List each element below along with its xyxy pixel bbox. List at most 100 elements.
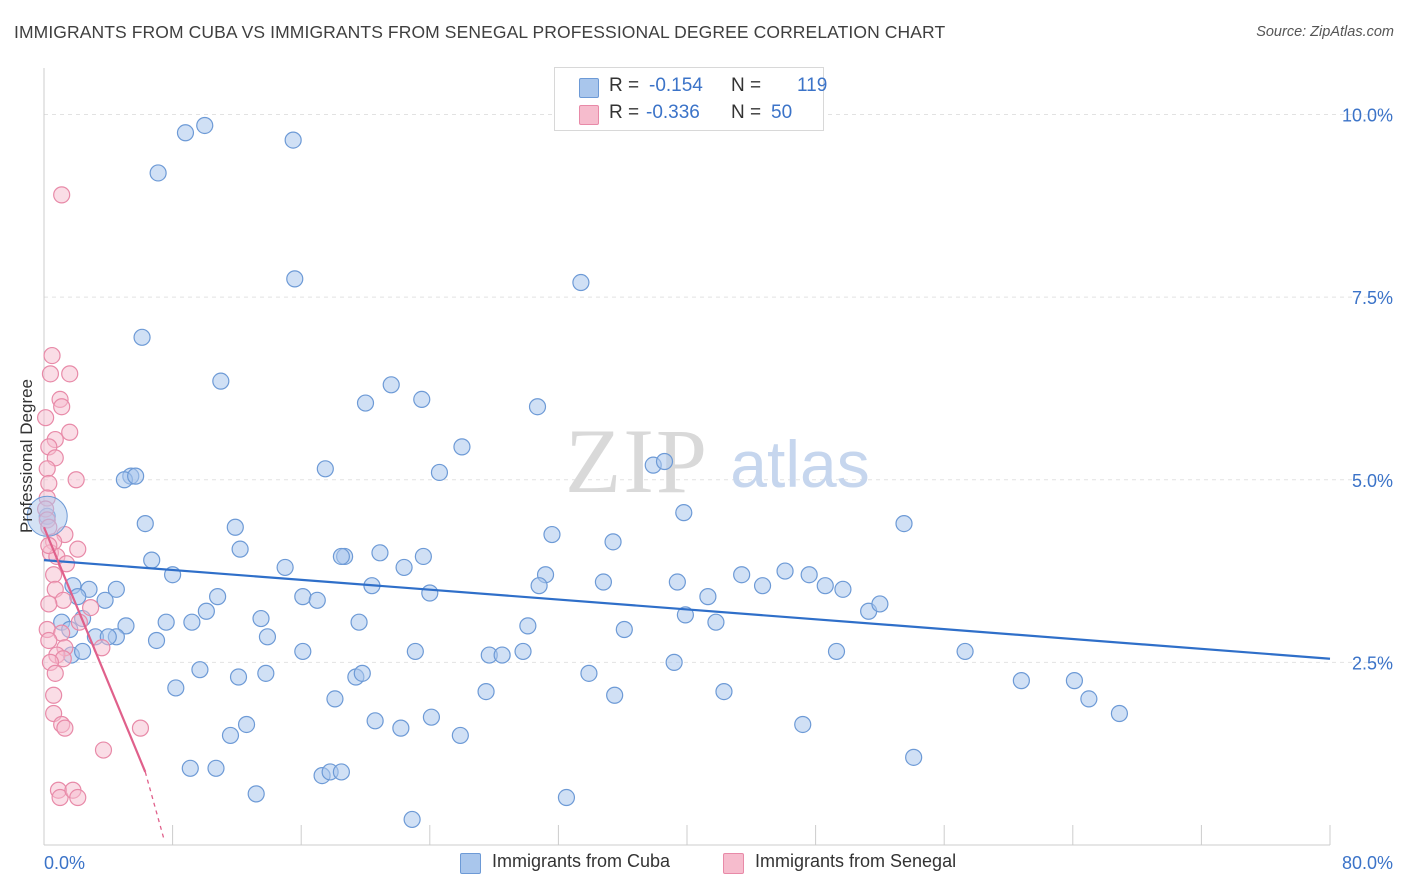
- cuba-point: [117, 617, 135, 635]
- cuba-point: [294, 588, 312, 606]
- cuba-point: [414, 547, 432, 566]
- cuba-point: [895, 514, 913, 533]
- chart-title: IMMIGRANTS FROM CUBA VS IMMIGRANTS FROM …: [14, 22, 946, 42]
- cuba-r-label: R =: [609, 75, 640, 96]
- cuba-point: [316, 460, 334, 478]
- cuba-point: [96, 591, 114, 609]
- cuba-point: [606, 686, 624, 704]
- cuba-point: [332, 547, 350, 566]
- cuba-point: [776, 562, 794, 580]
- legend-cuba-swatch: [460, 853, 481, 874]
- senegal-point: [51, 788, 69, 807]
- cuba-point: [229, 668, 248, 686]
- cuba-point: [392, 719, 410, 737]
- cuba-point: [406, 642, 424, 661]
- cuba-point: [413, 390, 431, 409]
- senegal-point: [46, 664, 64, 682]
- cuba-point: [800, 566, 818, 584]
- cuba-point: [1110, 704, 1129, 723]
- cuba-point: [707, 613, 725, 631]
- y-axis-label: Professional Degree: [17, 378, 36, 534]
- cuba-point: [871, 595, 889, 613]
- cuba-point: [956, 642, 974, 661]
- y-tick-label: 7.5%: [1352, 288, 1393, 308]
- cuba-point: [668, 573, 686, 591]
- x-tick-label-max: 80.0%: [1342, 853, 1393, 873]
- cuba-point: [107, 580, 125, 598]
- cuba-point: [147, 631, 166, 650]
- watermark: ZIP atlas: [565, 410, 870, 512]
- cuba-point: [157, 613, 175, 631]
- cuba-point: [453, 438, 471, 456]
- cuba-point: [421, 584, 439, 602]
- cuba-point: [133, 328, 151, 346]
- senegal-point: [37, 409, 55, 427]
- senegal-point: [40, 631, 58, 650]
- cuba-point: [127, 467, 145, 485]
- trend-lines: [42, 526, 1331, 842]
- cuba-r-value: -0.154: [649, 75, 703, 96]
- cuba-point: [371, 544, 389, 562]
- cuba-point: [183, 613, 201, 631]
- senegal-point: [69, 540, 87, 558]
- cuba-point: [209, 588, 227, 606]
- cuba-point: [715, 682, 733, 701]
- cuba-point: [212, 372, 230, 390]
- cuba-point: [403, 810, 421, 829]
- y-tick-label: 5.0%: [1352, 471, 1393, 491]
- senegal-point: [131, 719, 150, 737]
- cuba-point: [332, 763, 350, 781]
- cuba-point: [477, 682, 495, 701]
- cuba-point: [827, 642, 846, 661]
- senegal-point: [69, 788, 87, 807]
- senegal-point: [45, 566, 63, 584]
- legend-cuba-label: Immigrants from Cuba: [492, 851, 671, 871]
- senegal-point: [45, 686, 63, 704]
- cuba-point: [1012, 672, 1030, 690]
- cuba-point: [276, 558, 294, 577]
- cuba-point: [514, 642, 532, 661]
- cuba-point: [356, 394, 375, 412]
- cuba-point: [286, 270, 304, 288]
- senegal-point: [56, 719, 74, 737]
- senegal-point: [53, 186, 71, 204]
- cuba-point: [1065, 672, 1084, 690]
- axes: [43, 68, 1331, 846]
- cuba-point: [221, 726, 240, 745]
- cuba-point: [196, 116, 214, 135]
- cuba-swatch: [579, 78, 599, 98]
- cuba-point: [136, 514, 154, 533]
- cuba-point: [451, 726, 469, 745]
- cuba-point: [655, 452, 674, 471]
- correlation-legend: R = -0.154 N = 119 R = -0.336 N = 50: [554, 67, 827, 131]
- cuba-point: [382, 376, 400, 394]
- cuba-point: [252, 609, 270, 628]
- cuba-point: [1080, 690, 1098, 708]
- senegal-point: [67, 471, 85, 489]
- cuba-point: [231, 540, 249, 558]
- cuba-point: [675, 504, 693, 522]
- cuba-point: [794, 715, 812, 734]
- cuba-point: [284, 131, 302, 149]
- cuba-point: [73, 642, 92, 661]
- cuba-point: [176, 124, 195, 142]
- cuba-point: [257, 664, 275, 682]
- cuba-point: [308, 591, 326, 609]
- cuba-point: [676, 606, 694, 624]
- senegal-point: [40, 474, 58, 493]
- cuba-point: [594, 573, 613, 591]
- cuba-point: [181, 759, 199, 777]
- cuba-point: [191, 661, 209, 679]
- cuba-point: [557, 788, 576, 807]
- senegal-point: [54, 591, 72, 609]
- senegal-n-value: 50: [771, 102, 793, 123]
- senegal-trend-line: [42, 526, 147, 773]
- cuba-trend-line: [43, 559, 1331, 660]
- senegal-point: [40, 595, 58, 613]
- senegal-r-label: R =: [609, 102, 640, 123]
- cuba-point: [430, 463, 449, 482]
- cuba-point: [543, 525, 561, 544]
- cuba-point: [237, 715, 256, 734]
- cuba-point: [167, 679, 185, 697]
